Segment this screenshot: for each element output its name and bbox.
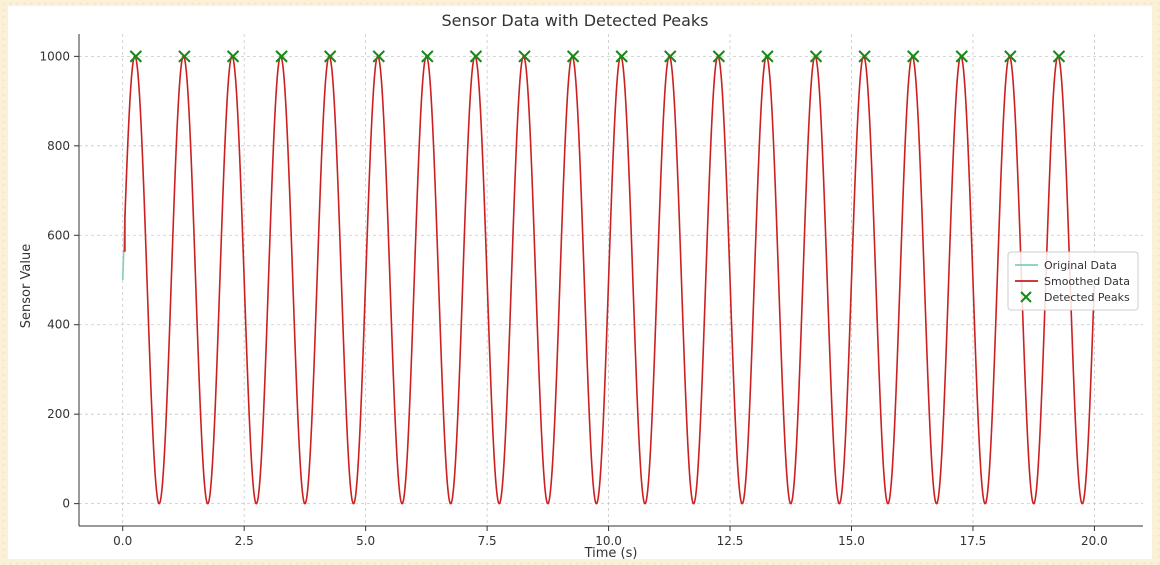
x-tick-label: 20.0: [1081, 534, 1108, 548]
plot-area: [121, 50, 1096, 505]
peak-marker: [858, 50, 871, 63]
y-tick-label: 800: [47, 139, 70, 153]
peak-marker: [129, 50, 143, 63]
legend-box: [1007, 251, 1139, 311]
peak-marker: [275, 50, 288, 63]
legend-label: Detected Peaks: [1044, 291, 1130, 304]
peak-marker: [809, 50, 823, 63]
legend-entry: Detected Peaks: [1020, 291, 1130, 304]
legend-entry: Original Data: [1015, 259, 1117, 272]
x-tick-label: 12.5: [717, 534, 744, 548]
y-tick-label: 0: [62, 497, 70, 511]
x-axis-label: Time (s): [584, 546, 638, 559]
peak-marker: [518, 50, 531, 63]
x-tick-label: 10.0: [595, 534, 622, 548]
peak-marker: [906, 50, 920, 63]
peak-marker: [421, 50, 434, 63]
chart-title: Sensor Data with Detected Peaks: [441, 11, 708, 30]
legend-entry: Smoothed Data: [1015, 275, 1130, 288]
grid-lines: [79, 34, 1143, 526]
y-tick-label: 200: [47, 407, 70, 421]
x-tick-label: 7.5: [478, 534, 497, 548]
x-tick-label: 15.0: [838, 534, 865, 548]
y-axis-label: Sensor Value: [19, 244, 34, 328]
peak-marker: [372, 50, 385, 63]
y-tick-label: 600: [47, 228, 70, 242]
peak-marker: [1052, 50, 1066, 63]
peak-marker: [226, 50, 240, 63]
axes: [74, 34, 1143, 531]
y-tick-label: 400: [47, 318, 70, 332]
x-tick-label: 5.0: [356, 534, 375, 548]
peak-marker: [178, 50, 191, 63]
smoothed-data-line: [123, 55, 1096, 505]
peak-marker: [955, 50, 968, 63]
x-tick-label: 2.5: [235, 534, 254, 548]
tick-labels: 0.0 2.5 5.0 7.5 10.0 12.5 15.0 17.5 20.0 0 200 400 6…: [39, 49, 1107, 548]
legend-label: Original Data: [1044, 259, 1117, 272]
peak-marker: [1004, 50, 1017, 63]
peak-marker: [712, 50, 726, 63]
peak-marker: [664, 50, 677, 63]
legend: Original Data Smoothed Data Detected Peaks: [1007, 251, 1139, 311]
peak-marker: [323, 50, 337, 63]
y-tick-label: 1000: [39, 49, 70, 63]
peak-marker: [469, 50, 483, 63]
chart-frame: 0.0 2.5 5.0 7.5 10.0 12.5 15.0 17.5 20.0 0 200 400 6…: [8, 6, 1152, 559]
x-tick-label: 17.5: [960, 534, 987, 548]
x-tick-label: 0.0: [113, 534, 132, 548]
sensor-peaks-chart: 0.0 2.5 5.0 7.5 10.0 12.5 15.0 17.5 20.0 0 200 400 6…: [19, 11, 1143, 559]
peak-marker: [761, 50, 774, 63]
legend-label: Smoothed Data: [1044, 275, 1130, 288]
peak-marker: [566, 50, 580, 63]
peak-marker: [615, 50, 628, 63]
